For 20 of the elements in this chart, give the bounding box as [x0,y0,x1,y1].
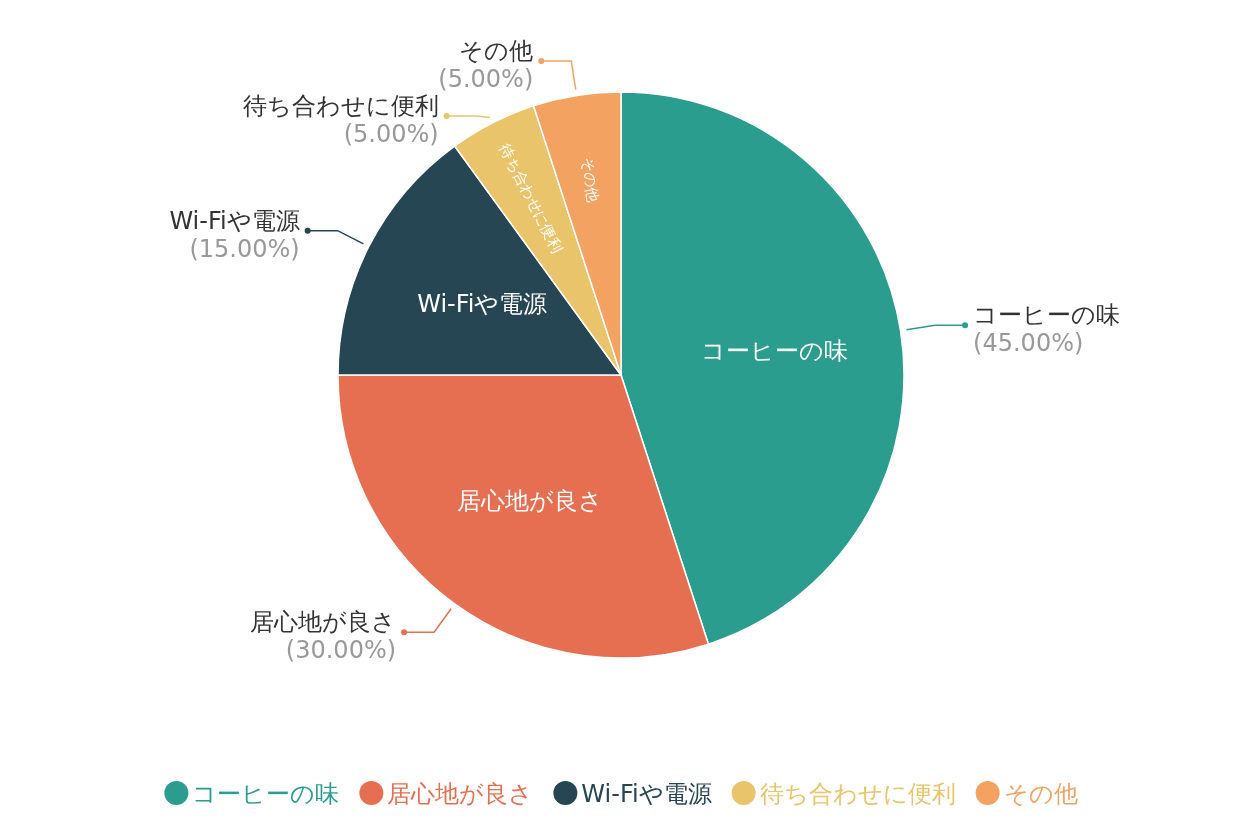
legend-label: Wi-Fiや電源 [581,780,712,808]
slice-label: Wi-Fiや電源 [169,206,300,235]
legend-label: コーヒーの味 [973,301,1121,330]
slice-label: 居心地が良さ [456,486,603,515]
legend-label: 居心地が良さ [387,780,534,808]
category-label: コーヒーの味 [192,780,340,808]
legend-label: 待ち合わせに便利 [759,780,956,808]
slice-label: 待ち合わせに便利 [495,140,567,257]
data-label: (30.00%) [285,636,397,665]
slice-label: その他 [577,155,603,203]
slice-label: その他 [459,36,534,65]
slice-label: 居心地が良さ [250,608,397,637]
legend-label: その他 [1003,780,1078,808]
slice-label: コーヒーの味 [701,336,849,365]
data-label: (5.00%) [438,64,534,93]
slice-label: Wi-Fiや電源 [417,290,548,319]
data-label: (45.00%) [973,329,1084,358]
data-label: (5.00%) [343,119,439,148]
data-label: (15.00%) [189,234,300,263]
slice-label: 待ち合わせに便利 [242,91,439,120]
